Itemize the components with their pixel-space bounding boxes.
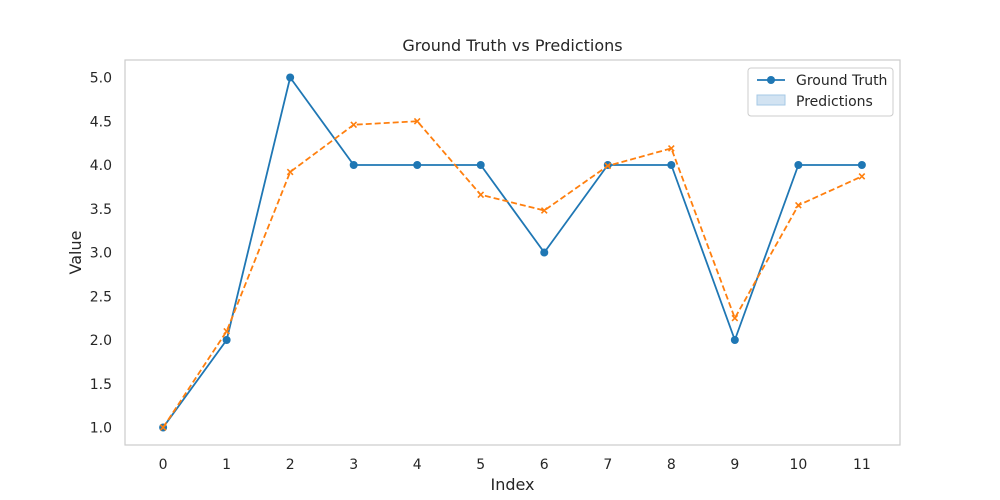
data-point-predictions xyxy=(477,191,485,199)
y-tick-label: 4.0 xyxy=(90,158,112,174)
x-tick-label: 8 xyxy=(667,457,676,473)
data-point-ground-truth xyxy=(730,336,739,344)
data-point-predictions xyxy=(731,314,739,322)
y-tick-label: 4.5 xyxy=(90,114,112,130)
y-tick-label: 3.0 xyxy=(90,246,112,262)
data-point-predictions xyxy=(604,162,612,170)
series-line-ground-truth xyxy=(162,76,862,429)
x-tick-label: 7 xyxy=(603,457,612,473)
y-tick-label: 2.0 xyxy=(90,333,112,349)
data-point-ground-truth xyxy=(286,73,295,82)
data-point-ground-truth xyxy=(667,161,676,169)
x-tick-label: 6 xyxy=(540,457,549,473)
x-axis-title: Index xyxy=(490,475,534,494)
data-point-predictions xyxy=(413,117,421,125)
series-layer xyxy=(159,73,866,432)
data-point-ground-truth xyxy=(540,248,549,257)
data-point-ground-truth xyxy=(794,161,803,169)
plot-frame xyxy=(124,59,901,446)
data-point-predictions xyxy=(794,201,802,209)
data-point-predictions xyxy=(286,168,294,176)
legend: Ground Truth Predictions xyxy=(747,67,894,117)
data-point-predictions xyxy=(159,424,167,431)
data-point-ground-truth xyxy=(413,161,422,169)
data-point-ground-truth xyxy=(476,161,485,169)
series-line-predictions xyxy=(162,120,863,428)
data-point-ground-truth xyxy=(222,336,231,344)
x-tick-label: 3 xyxy=(349,457,358,473)
legend-ground-truth-marker xyxy=(767,76,775,84)
chart-title: Ground Truth vs Predictions xyxy=(402,36,622,55)
x-tick-label: 10 xyxy=(789,457,807,473)
data-point-ground-truth xyxy=(349,161,358,169)
x-tick-label: 4 xyxy=(413,457,422,473)
legend-predictions-label: Predictions xyxy=(796,94,873,110)
y-tick-labels: 1.0 1.5 2.0 2.5 3.0 3.5 4.0 4.5 5.0 xyxy=(90,71,112,437)
legend-ground-truth-label: Ground Truth xyxy=(796,73,887,89)
x-tick-label: 11 xyxy=(853,457,871,473)
x-tick-labels: 0 1 2 3 4 5 6 7 8 9 10 11 xyxy=(159,457,871,473)
legend-predictions-swatch xyxy=(756,94,786,106)
x-tick-label: 2 xyxy=(286,457,295,473)
y-tick-label: 1.0 xyxy=(90,421,112,437)
y-tick-label: 2.5 xyxy=(90,289,112,305)
x-tick-label: 9 xyxy=(730,457,739,473)
series-predictions xyxy=(159,117,866,431)
data-point-predictions xyxy=(350,121,358,129)
data-point-predictions xyxy=(223,327,231,335)
y-tick-label: 5.0 xyxy=(90,71,112,87)
y-tick-label: 3.5 xyxy=(90,202,112,218)
data-point-ground-truth xyxy=(857,161,866,169)
data-point-predictions xyxy=(540,207,548,214)
x-tick-label: 1 xyxy=(222,457,231,473)
x-tick-label: 5 xyxy=(476,457,485,473)
y-axis-title: Value xyxy=(66,231,85,275)
data-point-predictions xyxy=(667,145,675,152)
y-tick-label: 1.5 xyxy=(90,377,112,393)
x-tick-label: 0 xyxy=(159,457,168,473)
data-point-predictions xyxy=(858,173,866,180)
